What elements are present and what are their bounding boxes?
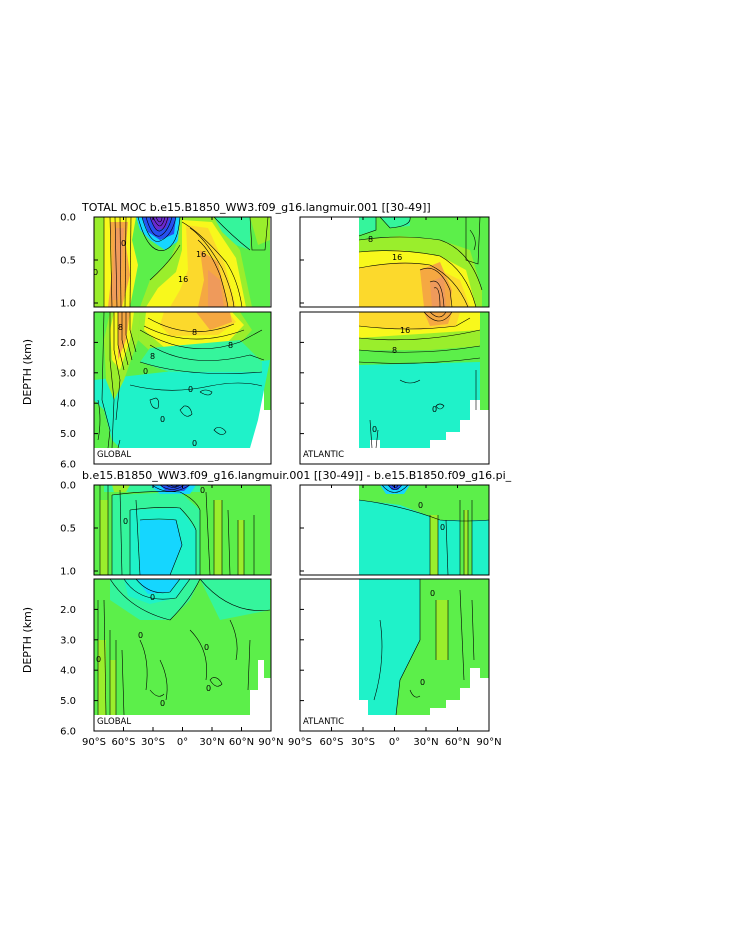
- y-tick-label: 0.5: [60, 256, 76, 267]
- contour-label: 16: [400, 326, 410, 335]
- row2-title: b.e15.B1850_WW3.f09_g16.langmuir.001 [[3…: [82, 469, 512, 482]
- x-tick-label: 90°N: [476, 737, 501, 748]
- x-tick-label: 90°N: [258, 737, 283, 748]
- contour-label: 0: [200, 486, 205, 495]
- x-tick-label: 30°N: [413, 737, 438, 748]
- row2-atlantic-upper-field: [300, 485, 489, 575]
- contour-label: 0: [123, 517, 128, 526]
- contour-label: 0: [206, 684, 211, 693]
- y-axis-label: DEPTH (km): [21, 339, 34, 405]
- contour-label: 0: [204, 643, 209, 652]
- y-tick-label: 5.0: [60, 429, 76, 440]
- y-tick-label: 3.0: [60, 635, 76, 646]
- region-label-atlantic: ATLANTIC: [303, 717, 344, 727]
- y-tick-label: 6.0: [60, 460, 76, 471]
- y-tick-label: 3.0: [60, 368, 76, 379]
- contour-label: 8: [392, 346, 397, 355]
- region-label-global: GLOBAL: [97, 450, 131, 460]
- y-tick-label: 4.0: [60, 399, 76, 410]
- row1-title: TOTAL MOC b.e15.B1850_WW3.f09_g16.langmu…: [81, 201, 431, 214]
- x-tick-label: 30°S: [141, 737, 165, 748]
- contour-label: 8: [150, 352, 155, 361]
- y-tick-label: 4.0: [60, 666, 76, 677]
- x-tick-label: 0°: [177, 737, 188, 748]
- y-tick-label: 5.0: [60, 696, 76, 707]
- x-tick-label: 60°N: [445, 737, 470, 748]
- y-tick-label: 0.0: [60, 481, 76, 492]
- contour-label: 0: [150, 593, 155, 602]
- contour-label: 0: [160, 699, 165, 708]
- contour-label: 0: [188, 385, 193, 394]
- row2-atlantic-lower-field: [300, 579, 489, 731]
- row1-global-upper-field: [94, 217, 271, 307]
- row2-global-upper-field: [94, 485, 271, 575]
- contour-label: 16: [392, 253, 402, 262]
- contour-label: 8: [368, 235, 373, 244]
- contour-label: 16: [178, 275, 188, 284]
- contour-label: 0: [192, 439, 197, 448]
- contour-label: 8: [228, 341, 233, 350]
- x-tick-label: 60°S: [111, 737, 135, 748]
- contour-label: 8: [192, 328, 197, 337]
- y-tick-label: 1.0: [60, 567, 76, 578]
- y-tick-label: 2.0: [60, 605, 76, 616]
- axes-layer: 0.0 0.5 1.0 2.0 3.0 4.0 5.0 6.0 0.0 0.5 1.0 2.0 3.0 4…: [60, 213, 502, 749]
- contour-label: 0: [138, 631, 143, 640]
- contour-label: 0: [160, 415, 165, 424]
- x-tick-label: 30°N: [199, 737, 224, 748]
- contour-label: 0: [430, 589, 435, 598]
- contour-label: 0: [418, 501, 423, 510]
- contour-label: 0: [93, 268, 98, 277]
- x-tick-label: 60°N: [229, 737, 254, 748]
- contour-label: 8: [118, 323, 123, 332]
- contour-label: 0: [121, 239, 126, 248]
- contour-label: 0: [420, 678, 425, 687]
- row1-global-lower-frame: [93, 311, 272, 465]
- region-label-atlantic: ATLANTIC: [303, 450, 344, 460]
- contour-label: 0: [432, 405, 437, 414]
- row1-global-lower-field: [94, 312, 271, 464]
- y-tick-label: 0.0: [60, 213, 76, 224]
- y-tick-label: 1.0: [60, 299, 76, 310]
- x-tick-label: 0°: [389, 737, 400, 748]
- contour-label: 0: [96, 655, 101, 664]
- x-tick-label: 90°S: [82, 737, 106, 748]
- contour-label: 0: [143, 367, 148, 376]
- y-tick-label: 6.0: [60, 727, 76, 738]
- contour-label: 16: [196, 250, 206, 259]
- x-tick-label: 30°S: [351, 737, 375, 748]
- region-label-global: GLOBAL: [97, 717, 131, 727]
- x-tick-label: 90°S: [288, 737, 312, 748]
- y-axis-label: DEPTH (km): [21, 607, 34, 673]
- row1-atlantic-upper-field: [300, 217, 489, 307]
- row1-atlantic-lower-frame: [299, 311, 490, 465]
- contour-label: 0: [440, 523, 445, 532]
- y-tick-label: 0.5: [60, 524, 76, 535]
- x-tick-label: 60°S: [319, 737, 343, 748]
- row1-atlantic-lower-field: [300, 312, 489, 464]
- contour-label: 0: [372, 425, 377, 434]
- y-tick-label: 2.0: [60, 338, 76, 349]
- row2-global-lower-field: [94, 579, 271, 731]
